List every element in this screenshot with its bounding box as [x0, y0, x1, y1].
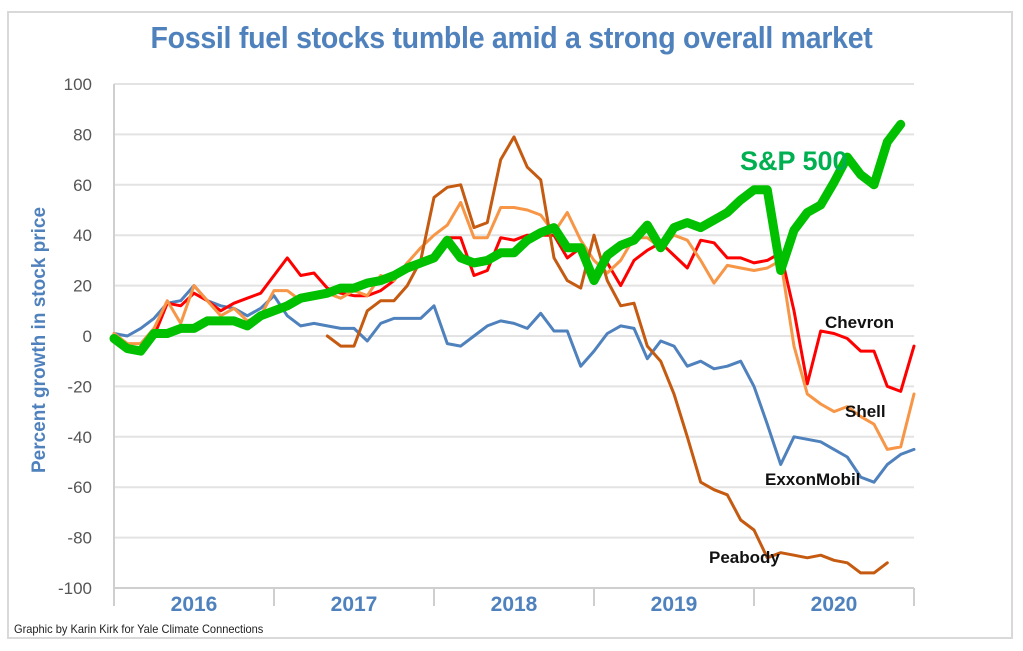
y-tick-label: 0: [83, 327, 92, 346]
y-tick-label: 20: [73, 277, 92, 296]
y-tick-label: 80: [73, 125, 92, 144]
series-label-chevron: Chevron: [825, 313, 894, 332]
series-label-exxonmobil: ExxonMobil: [765, 470, 860, 489]
x-tick-label: 2020: [811, 593, 858, 616]
y-tick-label: -80: [67, 529, 92, 548]
series-line-chevron: [112, 233, 916, 393]
x-tick-label: 2016: [171, 593, 218, 616]
y-tick-label: 40: [73, 226, 92, 245]
x-tick-label: 2017: [331, 593, 378, 616]
chart-title: Fossil fuel stocks tumble amid a strong …: [150, 20, 873, 55]
y-tick-label: -60: [67, 478, 92, 497]
y-tick-label: 60: [73, 176, 92, 195]
x-tick-label: 2018: [491, 593, 538, 616]
y-tick-label: -100: [58, 579, 92, 598]
y-tick-label: -40: [67, 428, 92, 447]
series-label-shell: Shell: [845, 402, 886, 421]
series-label-peabody: Peabody: [709, 548, 780, 567]
series-line-exxonmobil: [112, 284, 916, 484]
chart-frame: [7, 11, 1013, 639]
y-tick-label: 100: [64, 75, 92, 94]
series-label-s-p-500: S&P 500: [740, 146, 848, 176]
credit-text: Graphic by Karin Kirk for Yale Climate C…: [14, 622, 264, 636]
x-tick-label: 2019: [651, 593, 698, 616]
y-tick-label: -20: [67, 377, 92, 396]
series-line-s-p-500: [109, 119, 906, 356]
